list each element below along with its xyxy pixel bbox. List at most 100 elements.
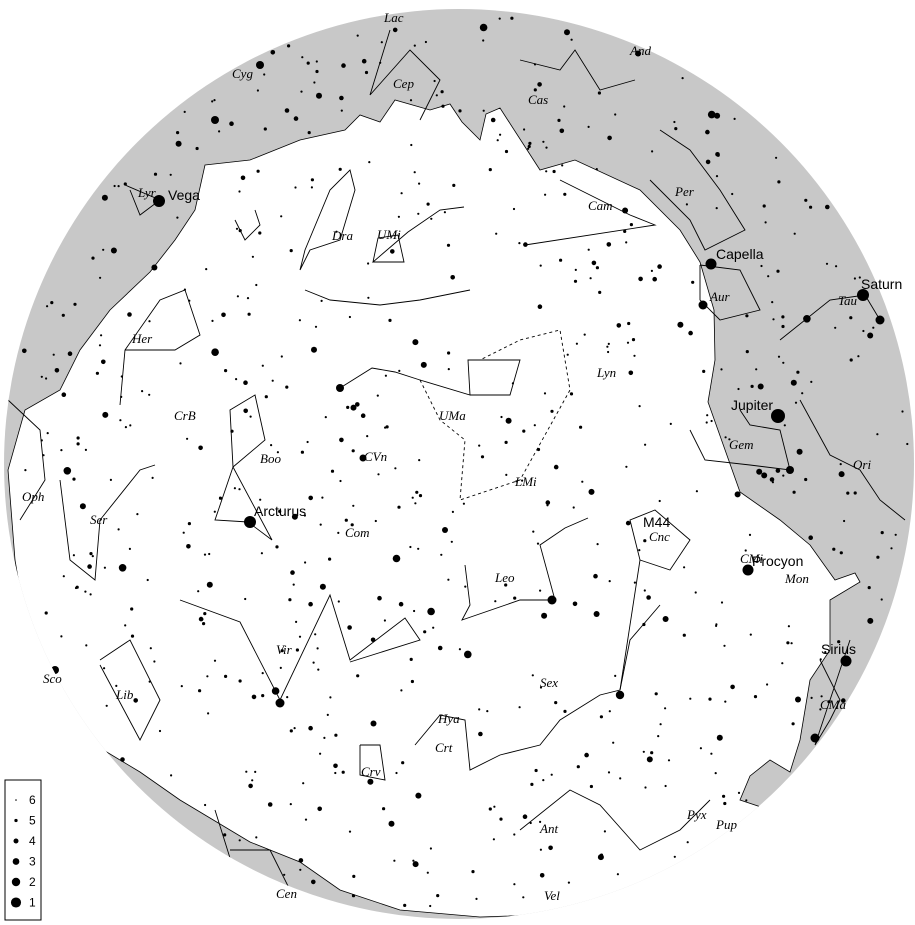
star <box>554 701 558 705</box>
star <box>569 392 574 396</box>
star <box>825 204 830 210</box>
star <box>377 595 382 601</box>
star <box>716 153 720 157</box>
star <box>614 674 617 678</box>
star <box>176 216 179 219</box>
star <box>488 168 492 172</box>
star <box>95 371 99 375</box>
star <box>294 186 297 189</box>
star <box>338 167 342 171</box>
star <box>170 774 173 777</box>
star <box>593 573 598 579</box>
star <box>347 625 352 630</box>
star <box>482 109 485 112</box>
star <box>607 342 610 345</box>
star <box>627 321 631 326</box>
star <box>308 601 313 607</box>
star <box>124 426 127 429</box>
star <box>849 358 853 362</box>
star <box>857 355 860 358</box>
star <box>589 277 592 280</box>
star <box>238 229 242 233</box>
star <box>646 595 651 600</box>
star <box>715 175 719 178</box>
star <box>206 675 209 678</box>
star <box>737 387 740 391</box>
star <box>849 316 853 320</box>
star <box>255 836 258 839</box>
constellation-label: Pyx <box>686 807 707 822</box>
star <box>61 392 67 398</box>
star <box>415 792 422 799</box>
star <box>308 495 314 501</box>
star <box>251 255 254 258</box>
star <box>650 751 654 755</box>
star <box>478 444 481 447</box>
star <box>683 566 686 569</box>
star <box>533 88 537 92</box>
star <box>308 725 313 731</box>
star <box>714 772 717 775</box>
star <box>761 472 768 479</box>
star <box>536 542 540 545</box>
star <box>862 329 865 333</box>
star <box>223 833 227 837</box>
star <box>426 871 429 874</box>
star <box>251 779 254 782</box>
star <box>480 455 485 459</box>
star <box>409 99 413 102</box>
star <box>766 683 769 686</box>
star <box>901 410 904 413</box>
star <box>769 477 775 482</box>
star <box>314 325 318 328</box>
star <box>753 695 758 699</box>
constellation-label: Crt <box>435 740 453 755</box>
star <box>430 217 433 220</box>
star <box>229 121 234 126</box>
star <box>702 369 706 373</box>
star <box>867 332 874 339</box>
star <box>401 761 405 765</box>
legend-label: 6 <box>29 793 36 807</box>
star <box>782 474 785 477</box>
star <box>705 159 711 165</box>
star <box>141 390 144 393</box>
star <box>795 696 801 703</box>
star <box>749 633 752 636</box>
star <box>750 384 754 388</box>
star <box>284 108 290 113</box>
star <box>546 504 549 507</box>
star <box>278 509 282 513</box>
star <box>289 249 293 253</box>
star <box>894 533 897 536</box>
star <box>607 135 612 141</box>
star <box>464 650 472 659</box>
star <box>764 221 767 224</box>
star <box>288 598 292 602</box>
star <box>584 752 589 758</box>
star <box>612 741 615 744</box>
constellation-label: Tau <box>838 293 858 308</box>
star <box>767 275 770 278</box>
line <box>414 604 661 771</box>
star <box>839 551 843 555</box>
star <box>261 364 264 367</box>
star <box>505 417 512 424</box>
star <box>130 634 135 638</box>
star <box>553 464 559 470</box>
star <box>724 700 727 703</box>
star <box>504 440 508 444</box>
star <box>314 633 317 636</box>
star <box>320 299 323 302</box>
star <box>392 554 401 563</box>
star <box>303 514 306 517</box>
star <box>616 873 620 876</box>
star <box>388 820 395 827</box>
star <box>312 661 315 664</box>
star <box>808 535 813 540</box>
star <box>574 268 577 271</box>
line <box>59 464 156 581</box>
star <box>271 687 280 695</box>
star <box>567 881 571 884</box>
star <box>270 444 273 447</box>
